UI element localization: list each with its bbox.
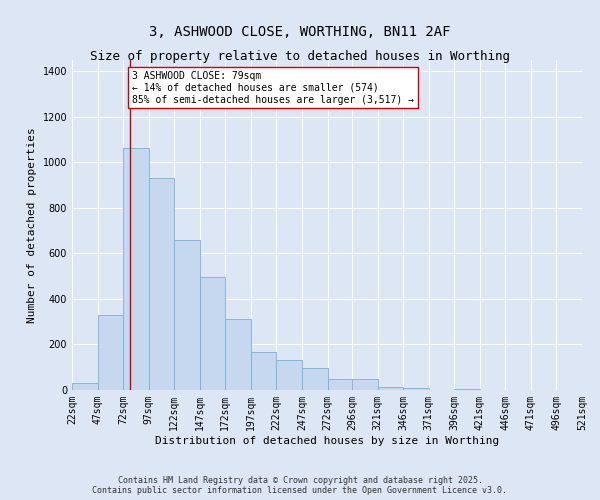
Bar bbox=[377, 386, 403, 390]
Bar bbox=[200, 278, 226, 390]
Bar bbox=[454, 389, 480, 390]
Bar bbox=[123, 148, 149, 390]
Bar bbox=[277, 360, 302, 390]
Text: Size of property relative to detached houses in Worthing: Size of property relative to detached ho… bbox=[90, 50, 510, 63]
X-axis label: Distribution of detached houses by size in Worthing: Distribution of detached houses by size … bbox=[155, 436, 499, 446]
Bar bbox=[328, 378, 353, 390]
Bar bbox=[149, 178, 174, 390]
Y-axis label: Number of detached properties: Number of detached properties bbox=[27, 127, 37, 323]
Text: 3 ASHWOOD CLOSE: 79sqm
← 14% of detached houses are smaller (574)
85% of semi-de: 3 ASHWOOD CLOSE: 79sqm ← 14% of detached… bbox=[133, 72, 415, 104]
Text: 3, ASHWOOD CLOSE, WORTHING, BN11 2AF: 3, ASHWOOD CLOSE, WORTHING, BN11 2AF bbox=[149, 25, 451, 39]
Bar bbox=[226, 320, 251, 390]
Bar bbox=[98, 315, 123, 390]
Bar bbox=[403, 388, 428, 390]
Bar bbox=[302, 368, 328, 390]
Bar bbox=[251, 352, 277, 390]
Bar bbox=[174, 240, 200, 390]
Bar bbox=[72, 383, 98, 390]
Text: Contains HM Land Registry data © Crown copyright and database right 2025.
Contai: Contains HM Land Registry data © Crown c… bbox=[92, 476, 508, 495]
Bar bbox=[352, 378, 377, 390]
